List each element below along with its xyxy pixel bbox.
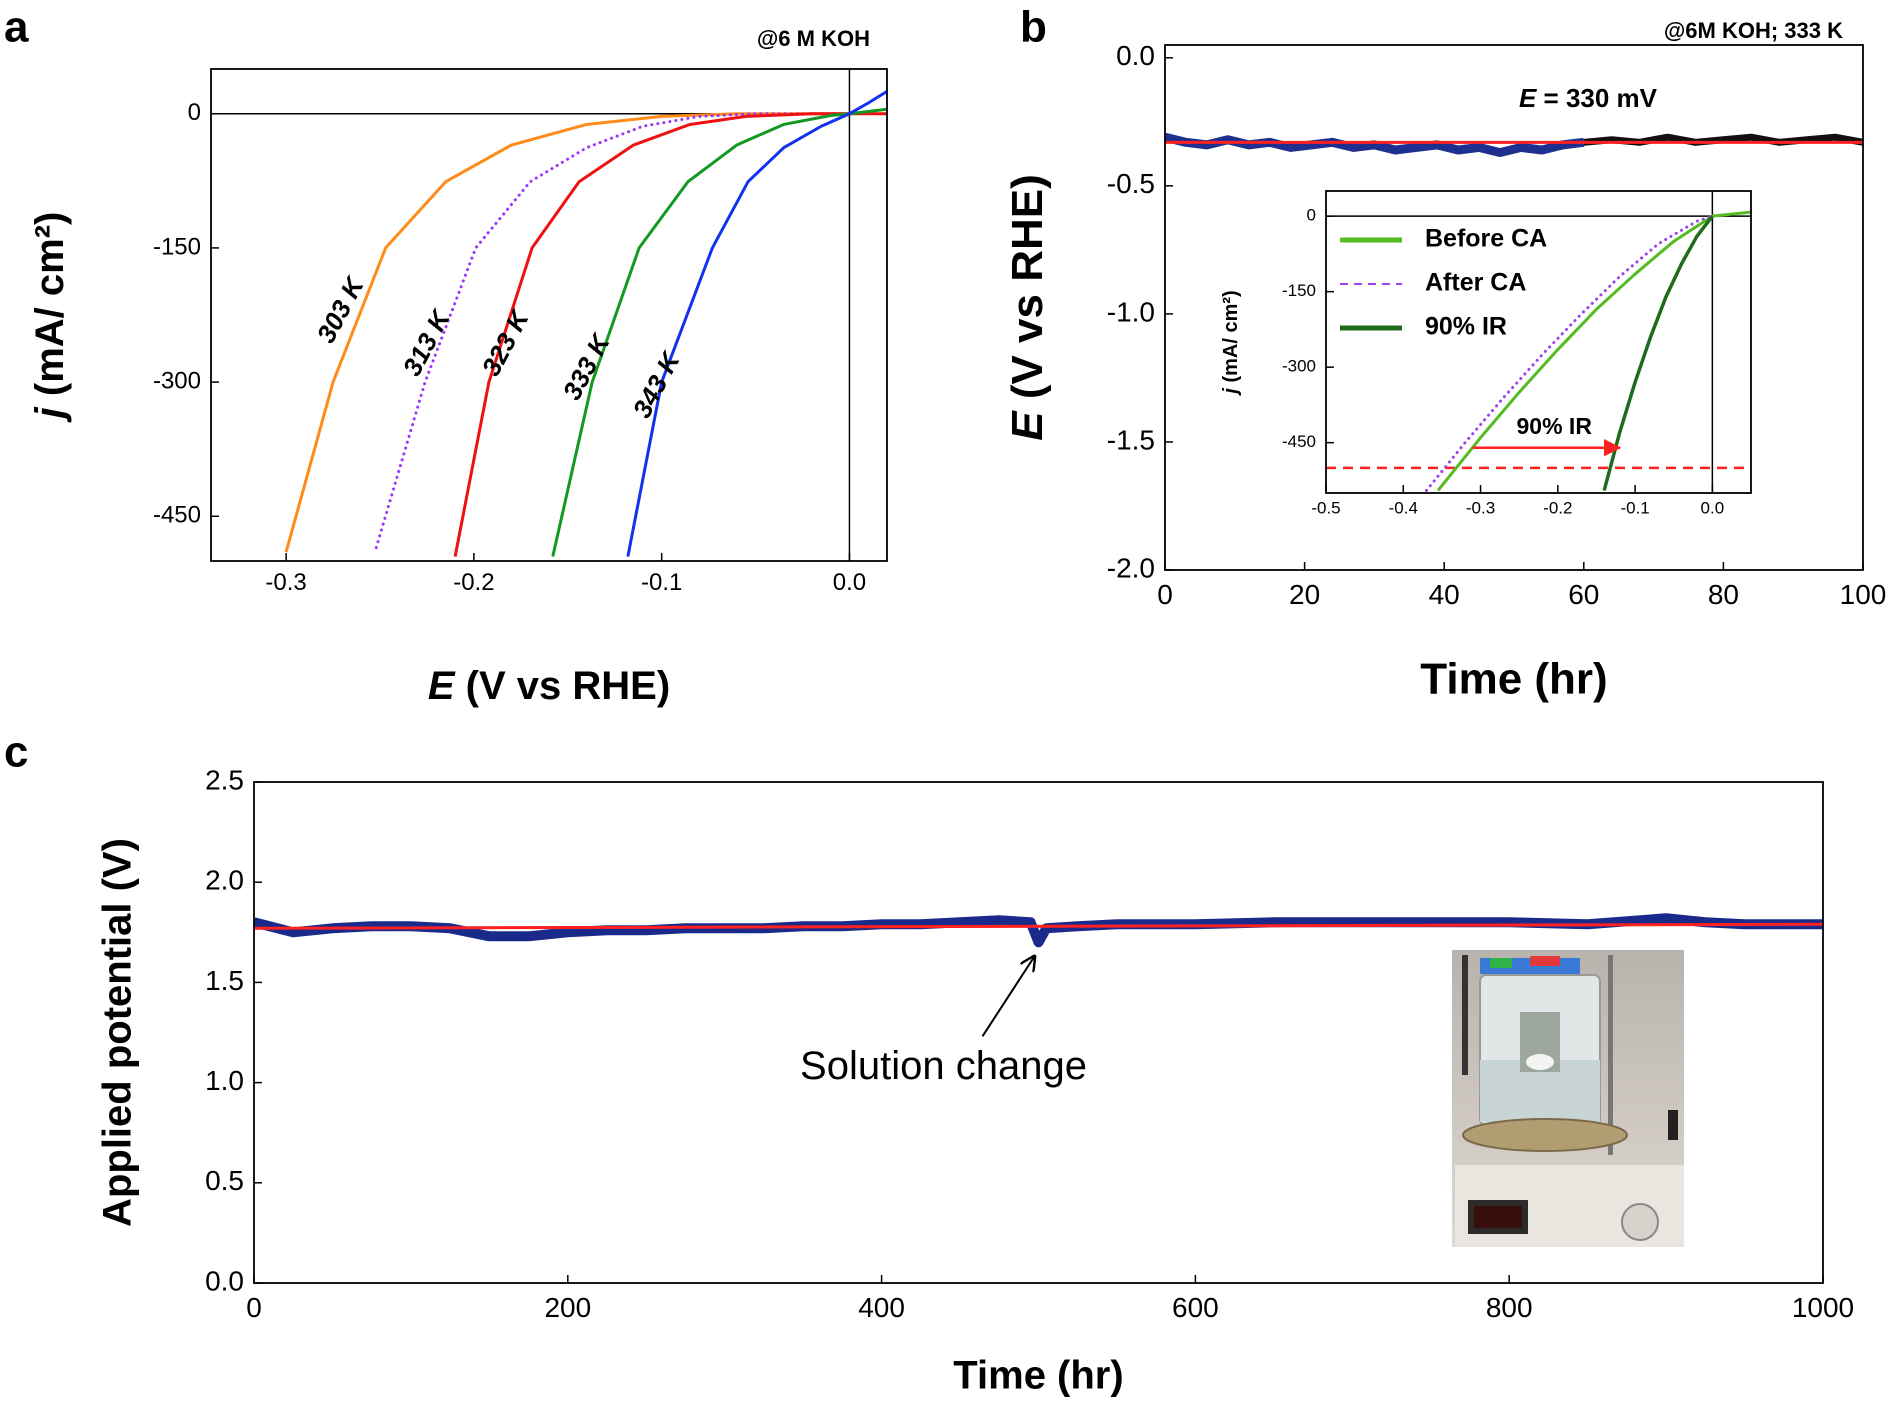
y-tick-label: -150 [153, 233, 201, 260]
x-tick-label: 800 [1486, 1292, 1533, 1323]
x-tick-label: 1000 [1792, 1292, 1854, 1323]
chart-title: @6 M KOH [757, 26, 870, 51]
series-group [1165, 132, 1863, 158]
x-tick-label: 200 [544, 1292, 591, 1323]
x-tick-label: -0.3 [265, 569, 306, 596]
curve-label: 323 K [476, 303, 536, 380]
y-tick-label: -450 [1282, 432, 1316, 451]
y-tick-label: -450 [153, 502, 201, 529]
plot-frame [1325, 190, 1752, 494]
legend-label: After CA [1425, 269, 1526, 297]
label-rest: (mA/ cm²) [28, 212, 72, 408]
arrow-label: 90% IR [1517, 413, 1593, 439]
x-tick-label: -0.2 [453, 569, 494, 596]
photo-inset [1452, 950, 1684, 1247]
y-tick-label: -300 [153, 367, 201, 394]
series-line [1436, 210, 1751, 492]
x-tick-label: 100 [1840, 579, 1887, 610]
symbol: E [428, 664, 456, 708]
y-tick-label: 0 [1307, 206, 1316, 225]
y-tick-label: -0.5 [1107, 168, 1155, 199]
series-line [551, 107, 887, 557]
x-tick-label: 0.0 [833, 569, 866, 596]
y-axis-label: Applied potential (V) [96, 838, 140, 1227]
x-tick-label: -0.1 [1620, 499, 1649, 518]
y-tick-label: -150 [1282, 281, 1316, 300]
symbol: E [1003, 410, 1052, 441]
annotation: Solution change [800, 1044, 1087, 1088]
panel-label: a [4, 3, 29, 52]
x-tick-label: -0.1 [641, 569, 682, 596]
x-tick-label: 0.0 [1701, 499, 1725, 518]
series-line [1165, 132, 1585, 158]
series-group [1424, 210, 1751, 492]
label-rest: (V vs RHE) [455, 664, 671, 708]
series-group [284, 90, 887, 557]
plot-frame [210, 68, 888, 562]
legend-label: 90% IR [1425, 313, 1507, 341]
chart-title: @6M KOH; 333 K [1664, 18, 1843, 43]
y-tick-label: 0 [188, 99, 201, 126]
series-line [626, 90, 887, 557]
curve-label: 343 K [627, 345, 687, 422]
y-tick-label: 0.0 [1116, 40, 1155, 71]
y-tick-label: -300 [1282, 357, 1316, 376]
series-line [453, 112, 887, 557]
panel-label: b [1020, 3, 1047, 52]
chart-0: -0.3 -0.2 -0.1 0.0 0 -150 -300 -450 @6 M KOH a E (… [4, 3, 888, 708]
x-tick-label: 0 [1157, 579, 1173, 610]
x-tick-label: -0.3 [1466, 499, 1495, 518]
x-tick-label: 80 [1708, 579, 1739, 610]
series-line [254, 922, 1823, 930]
x-tick-label: -0.4 [1389, 499, 1418, 518]
y-tick-label: 1.5 [205, 965, 244, 996]
y-axis-label: E (V vs RHE) [1003, 174, 1052, 441]
label-rest: (V vs RHE) [1003, 174, 1052, 411]
x-tick-label: 400 [858, 1292, 905, 1323]
legend-label: Before CA [1425, 225, 1547, 253]
x-tick-label: -0.5 [1311, 499, 1340, 518]
y-axis-label: j (mA/ cm²) [28, 212, 72, 424]
series-group [254, 913, 1823, 948]
curve-label: 313 K [397, 303, 457, 380]
x-tick-label: 40 [1429, 579, 1460, 610]
x-tick-label: 600 [1172, 1292, 1219, 1323]
x-axis-label: Time (hr) [953, 1354, 1123, 1398]
x-tick-label: -0.2 [1543, 499, 1572, 518]
y-tick-label: 2.5 [205, 764, 244, 795]
annotation: E = 330 mV [1519, 83, 1658, 113]
label-rest: (mA/ cm²) [1220, 290, 1242, 388]
x-axis-label: Time (hr) [1420, 655, 1607, 704]
y-tick-label: 2.0 [205, 865, 244, 896]
y-axis-label: j (mA/ cm²) [1220, 290, 1242, 396]
label-rest: = 330 mV [1536, 83, 1657, 113]
y-tick-label: 0.5 [205, 1165, 244, 1196]
symbol: j [28, 406, 72, 423]
symbol: j [1220, 388, 1242, 397]
y-tick-label: 0.0 [205, 1265, 244, 1296]
plot-frame [253, 781, 1824, 1284]
x-tick-label: 20 [1289, 579, 1320, 610]
chart-2: -0.5 -0.4 -0.3 -0.2 -0.1 0.0 0 -150 -300 -450 j (m… [1220, 190, 1752, 518]
annotation-arrow [981, 956, 1035, 1037]
series-line [374, 112, 851, 550]
x-tick-label: 0 [246, 1292, 262, 1323]
y-tick-label: 1.0 [205, 1065, 244, 1096]
series-line [254, 913, 1823, 948]
series-line [1602, 215, 1714, 491]
chart-1: 0 20 40 60 80 100 0.0 -0.5 -1.0 -1.5 -2.0 @6M KOH; … [1003, 3, 1887, 704]
y-tick-label: -1.5 [1107, 424, 1155, 455]
panel-label: c [4, 728, 28, 777]
x-axis-label: E (V vs RHE) [428, 664, 670, 708]
plot-frame [1164, 44, 1864, 571]
x-tick-label: 60 [1568, 579, 1599, 610]
y-tick-label: -2.0 [1107, 552, 1155, 583]
symbol: E [1519, 83, 1537, 113]
y-tick-label: -1.0 [1107, 296, 1155, 327]
chart-3: 0 200 400 600 800 1000 0.0 0.5 1.0 1.5 2.0 2.5 c Time… [4, 728, 1854, 1398]
